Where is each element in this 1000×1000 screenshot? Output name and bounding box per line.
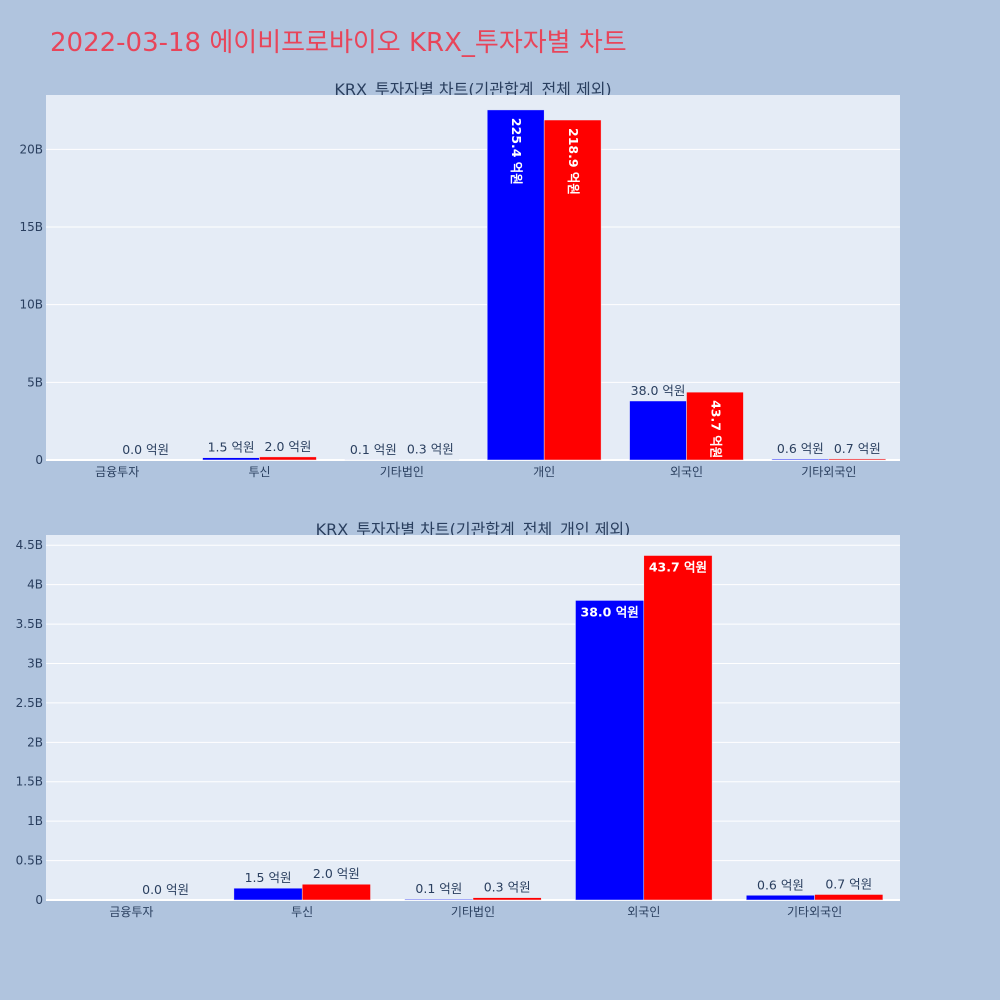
y-tick-label: 10B [19,298,43,312]
bar [259,456,317,461]
x-tick-label: 기타법인 [380,465,424,479]
bar [643,555,713,901]
data-label: 38.0 억원 [631,383,686,398]
x-tick-label: 외국인 [670,465,703,479]
bar [404,898,474,901]
bar [771,458,830,461]
y-tick-label: 1.5B [16,775,43,789]
x-tick-label: 기타외국인 [787,905,842,919]
data-label: 0.0 억원 [142,882,189,897]
y-tick-label: 0 [35,893,43,907]
bar [746,895,815,901]
bar [472,897,542,901]
x-tick-label: 금융투자 [109,905,153,919]
x-tick-label: 기타외국인 [801,465,856,479]
y-tick-label: 3.5B [16,617,43,631]
y-tick-label: 5B [27,375,43,389]
data-label: 0.1 억원 [350,442,397,457]
x-tick-label: 기타법인 [451,905,495,919]
x-tick-label: 금융투자 [95,465,139,479]
data-label: 38.0 억원 [581,604,639,619]
data-label: 43.7 억원 [708,400,723,458]
bar [486,109,545,461]
y-tick-label: 0.5B [16,854,43,868]
y-tick-label: 3B [27,656,43,670]
data-label: 1.5 억원 [245,870,292,885]
bar [543,119,602,461]
y-tick-label: 2B [27,735,43,749]
y-tick-label: 1B [27,814,43,828]
data-label: 0.7 억원 [834,441,881,456]
data-label: 43.7 억원 [649,559,707,574]
chart-excluding-individual: KRX_투자자별 차트(기관합계_전체_개인 제외)00.5B1B1.5B2B2… [16,520,900,919]
y-tick-label: 0 [35,453,43,467]
bar [686,391,744,461]
data-label: 2.0 억원 [313,866,360,881]
data-label: 2.0 억원 [265,439,312,454]
bar [629,400,687,461]
data-label: 0.3 억원 [407,442,454,457]
bar [575,600,645,901]
y-tick-label: 15B [19,220,43,234]
page-title: 2022-03-18 에이비프로바이오 KRX_투자자별 차트 [50,28,627,58]
data-label: 0.6 억원 [757,877,804,892]
y-tick-label: 4B [27,578,43,592]
y-tick-label: 4.5B [16,538,43,552]
x-tick-label: 외국인 [627,905,660,919]
x-tick-label: 개인 [533,465,555,479]
data-label: 0.0 억원 [122,442,169,457]
data-label: 0.1 억원 [415,881,462,896]
data-label: 225.4 억원 [509,118,524,185]
data-label: 0.7 억원 [825,876,872,891]
data-label: 1.5 억원 [208,440,255,455]
x-tick-label: 투신 [291,905,313,919]
bar [828,458,887,461]
bar [202,457,260,461]
y-tick-label: 20B [19,142,43,156]
plot-area [46,535,900,900]
y-tick-label: 2.5B [16,696,43,710]
data-label: 0.6 억원 [777,441,824,456]
bar [233,887,303,901]
plot-area [46,95,900,460]
data-label: 218.9 억원 [566,128,581,195]
bar [301,883,371,901]
bar [814,894,884,901]
x-tick-label: 투신 [248,465,270,479]
data-label: 0.3 억원 [484,880,531,895]
